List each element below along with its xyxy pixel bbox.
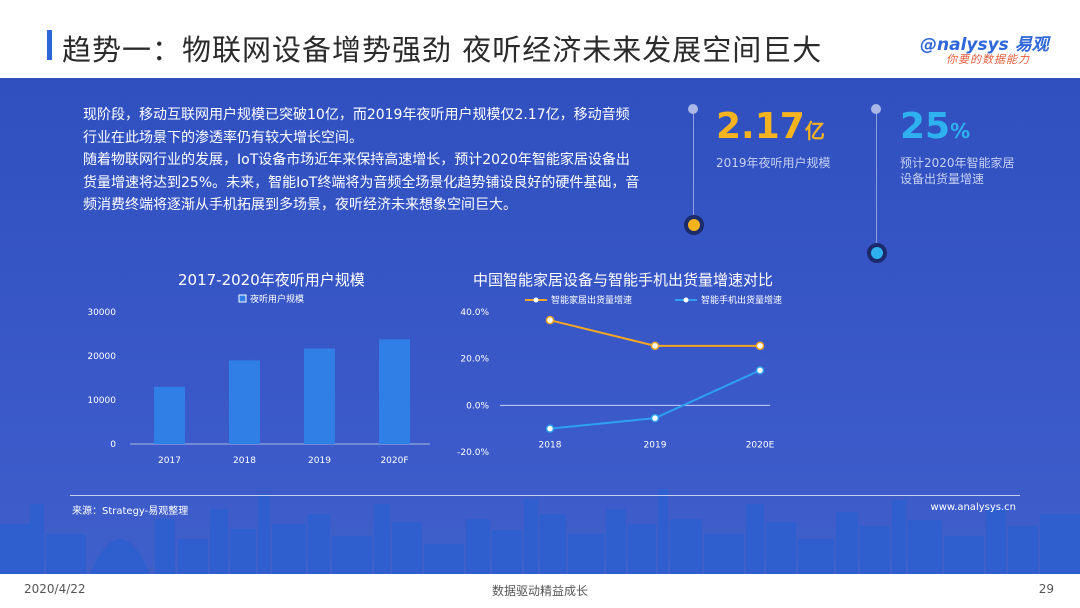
bar-legend-swatch xyxy=(238,294,247,303)
line-legend-marker xyxy=(683,297,689,303)
bar xyxy=(304,348,335,444)
line-x-tick-label: 2018 xyxy=(539,440,562,450)
stat-1-line xyxy=(693,113,694,223)
stat-2-top-dot xyxy=(871,104,881,114)
bar-y-tick-label: 20000 xyxy=(87,352,116,362)
logo-slogan: 你要的数据能力 xyxy=(946,53,1030,66)
stat-1-top-dot xyxy=(688,104,698,114)
bar-x-tick-label: 2018 xyxy=(233,456,256,466)
line-point xyxy=(545,315,555,325)
bar-chart-title: 2017-2020年夜听用户规模 xyxy=(178,271,365,289)
bar-chart: 夜听用户规模 30000 20000 10000 0 2017 2018 2019 2020F xyxy=(87,293,430,466)
line-chart: 40.0% 20.0% 0.0% -20.0% 智能家居出货量增速 智能手机出货量增速 20… xyxy=(457,294,782,458)
line-y-tick-label: 0.0% xyxy=(466,401,489,411)
line-y-tick-label: -20.0% xyxy=(457,448,489,458)
bar-x-tick-label: 2017 xyxy=(158,456,181,466)
page-number: 29 xyxy=(1038,582,1054,596)
slogan: 数据驱动精益成长 xyxy=(491,584,588,598)
line-y-tick-label: 40.0% xyxy=(460,308,489,318)
intro-paragraph-2: 随着物联网行业的发展，IoT设备市场近年来保持高速增长，预计2020年智能家居设… xyxy=(83,152,640,213)
intro-paragraph-1: 现阶段，移动互联网用户规模已突破10亿，而2019年夜听用户规模仅2.17亿，移… xyxy=(83,107,630,146)
logo-text: nalysys xyxy=(937,35,1009,55)
line-x-tick-label: 2020E xyxy=(746,440,775,450)
line-point xyxy=(755,341,765,351)
city-skyline-illustration xyxy=(0,489,1080,574)
line-point xyxy=(650,341,660,351)
stat-2-line xyxy=(876,113,877,243)
line-legend-label: 智能家居出货量增速 xyxy=(551,294,632,306)
line-legend-marker xyxy=(533,297,539,303)
stat-1-value: 2.17亿 xyxy=(716,106,825,147)
bar xyxy=(154,386,185,444)
stat-1-label: 2019年夜听用户规模 xyxy=(716,156,831,170)
stat-1-bottom-dot xyxy=(684,215,704,235)
line-legend-label: 智能手机出货量增速 xyxy=(701,294,782,306)
intro-text: 现阶段，移动互联网用户规模已突破10亿，而2019年夜听用户规模仅2.17亿，移… xyxy=(83,104,643,217)
title-accent-bar xyxy=(47,30,52,60)
footer-divider xyxy=(70,495,1020,496)
bar-y-tick-label: 10000 xyxy=(87,396,116,406)
line-point xyxy=(755,366,765,375)
bar-y-tick-label: 0 xyxy=(110,440,116,450)
line-x-tick-label: 2019 xyxy=(644,440,667,450)
line-point xyxy=(545,424,555,433)
line-y-tick-label: 20.0% xyxy=(460,355,489,365)
stat-2-bottom-dot xyxy=(867,243,887,263)
bar-legend-label: 夜听用户规模 xyxy=(250,293,304,305)
analysys-logo: @nalysys 易观 你要的数据能力 xyxy=(920,30,1060,70)
page-footer: 2020/4/22 数据驱动精益成长 29 xyxy=(0,574,1080,608)
bar-y-tick-label: 30000 xyxy=(87,308,116,318)
line-chart-title: 中国智能家居设备与智能手机出货量增速对比 xyxy=(473,271,774,289)
bar xyxy=(229,360,260,444)
header: 趋势一：物联网设备增势强劲 夜听经济未来发展空间巨大 @nalysys 易观 你要… xyxy=(0,0,1080,78)
date: 2020/4/22 xyxy=(24,582,86,596)
logo-cn: 易观 xyxy=(1014,35,1049,55)
content-panel: 现阶段，移动互联网用户规模已突破10亿，而2019年夜听用户规模仅2.17亿，移… xyxy=(0,78,1080,574)
stat-2-label: 预计2020年智能家居设备出货量增速 xyxy=(900,156,1015,186)
line-point xyxy=(650,413,660,423)
website-link[interactable]: www.analysys.cn xyxy=(930,502,1016,513)
logo-a-icon: @ xyxy=(920,35,937,55)
bar-x-tick-label: 2019 xyxy=(308,456,331,466)
bar-x-tick-label: 2020F xyxy=(380,456,408,466)
page-title: 趋势一：物联网设备增势强劲 夜听经济未来发展空间巨大 xyxy=(62,33,823,67)
stat-2-value: 25% xyxy=(900,106,971,147)
bar xyxy=(379,339,410,444)
source-note: 来源：Strategy-易观整理 xyxy=(72,506,189,517)
